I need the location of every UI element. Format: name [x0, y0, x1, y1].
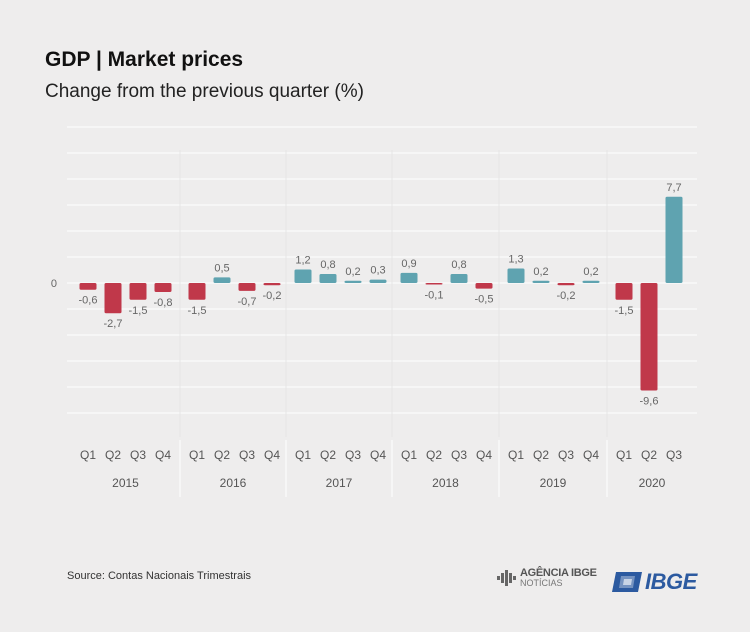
data-label: 0,9	[401, 258, 416, 270]
x-tick-label-year: 2016	[220, 476, 247, 490]
data-label: 7,7	[666, 182, 681, 194]
bar	[79, 283, 97, 290]
agencia-logo-line1: AGÊNCIA IBGE	[520, 567, 597, 579]
x-tick-label-year: 2019	[540, 476, 567, 490]
bar	[640, 283, 658, 391]
x-tick-label-quarter: Q1	[508, 448, 524, 462]
bar	[188, 283, 206, 300]
ibge-logo-text: IBGE	[645, 569, 697, 594]
x-tick-label-quarter: Q4	[155, 448, 171, 462]
x-tick-label-quarter: Q1	[295, 448, 311, 462]
bar	[400, 272, 418, 283]
x-tick-label-quarter: Q2	[426, 448, 442, 462]
bar	[615, 283, 633, 300]
bar	[344, 280, 362, 283]
x-tick-label-quarter: Q3	[451, 448, 467, 462]
data-label: -0,8	[154, 297, 173, 309]
data-label: -0,2	[557, 290, 576, 302]
source-note: Source: Contas Nacionais Trimestrais	[67, 570, 252, 582]
x-tick-label-quarter: Q2	[214, 448, 230, 462]
agencia-mark-icon	[497, 570, 516, 586]
bar	[425, 283, 443, 285]
data-label: -0,2	[263, 290, 282, 302]
data-label: 0,2	[533, 266, 548, 278]
chart-title: GDP | Market prices	[45, 48, 244, 71]
data-label: -0,6	[79, 295, 98, 307]
x-tick-label-quarter: Q1	[401, 448, 417, 462]
bar	[213, 277, 231, 283]
ibge-mark-icon	[612, 572, 642, 592]
x-tick-label-quarter: Q1	[80, 448, 96, 462]
data-label: -2,7	[104, 318, 123, 330]
bar	[475, 283, 493, 289]
x-tick-label-quarter: Q2	[533, 448, 549, 462]
bar	[263, 283, 281, 286]
x-tick-label-quarter: Q2	[641, 448, 657, 462]
x-tick-label-quarter: Q1	[189, 448, 205, 462]
chart-subtitle: Change from the previous quarter (%)	[45, 81, 364, 102]
data-label: 0,2	[583, 266, 598, 278]
x-tick-label-quarter: Q2	[105, 448, 121, 462]
data-label: 1,3	[508, 253, 523, 265]
data-label: -9,6	[640, 396, 659, 408]
agencia-logo-line2: NOTÍCIAS	[520, 578, 563, 588]
x-tick-label-year: 2015	[112, 476, 139, 490]
bar	[104, 283, 122, 314]
bar	[582, 280, 600, 283]
ibge-logo[interactable]: IBGE	[612, 569, 697, 595]
x-tick-label-quarter: Q3	[666, 448, 682, 462]
data-label: -0,1	[425, 290, 444, 302]
bar	[294, 269, 312, 283]
data-label: 1,2	[295, 255, 310, 267]
x-tick-label-year: 2017	[326, 476, 353, 490]
y-tick-label: 0	[51, 278, 57, 290]
x-tick-label-quarter: Q2	[320, 448, 336, 462]
data-label: 0,5	[214, 262, 229, 274]
agencia-ibge-logo[interactable]: AGÊNCIA IBGE NOTÍCIAS	[497, 568, 597, 588]
bar	[154, 283, 172, 292]
bar	[665, 196, 683, 283]
bar	[319, 274, 337, 283]
x-tick-label-year: 2018	[432, 476, 459, 490]
bar	[532, 280, 550, 283]
x-tick-label-quarter: Q4	[583, 448, 599, 462]
data-label: -0,5	[475, 294, 494, 306]
bar	[238, 283, 256, 291]
data-label: -1,5	[129, 305, 148, 317]
bar	[450, 274, 468, 283]
x-tick-label-quarter: Q4	[476, 448, 492, 462]
bar	[129, 283, 147, 300]
bar	[507, 268, 525, 283]
x-tick-label-quarter: Q1	[616, 448, 632, 462]
bar	[557, 283, 575, 286]
x-tick-label-year: 2020	[639, 476, 666, 490]
x-tick-label-quarter: Q3	[345, 448, 361, 462]
x-tick-label-quarter: Q3	[558, 448, 574, 462]
data-label: 0,8	[320, 259, 335, 271]
data-label: -1,5	[188, 305, 207, 317]
bar	[369, 279, 387, 283]
data-label: 0,8	[451, 259, 466, 271]
x-tick-label-quarter: Q3	[130, 448, 146, 462]
data-label: 0,2	[345, 266, 360, 278]
x-tick-label-quarter: Q3	[239, 448, 255, 462]
data-label: -0,7	[238, 296, 257, 308]
data-label: 0,3	[370, 265, 385, 277]
x-tick-label-quarter: Q4	[370, 448, 386, 462]
x-tick-label-quarter: Q4	[264, 448, 280, 462]
data-label: -1,5	[615, 305, 634, 317]
